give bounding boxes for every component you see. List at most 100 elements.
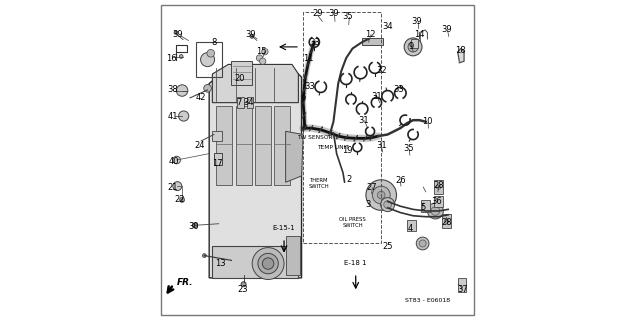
Text: 40: 40 [169, 157, 179, 166]
Bar [421, 200, 430, 212]
Bar [303, 12, 381, 243]
Text: TEMP UNIT: TEMP UNIT [317, 145, 349, 150]
Circle shape [444, 219, 449, 223]
Text: 31: 31 [358, 116, 369, 125]
Text: 25: 25 [382, 242, 393, 251]
Circle shape [201, 52, 215, 67]
Text: 6: 6 [300, 93, 306, 102]
Bar [236, 106, 251, 186]
Text: 31: 31 [376, 141, 387, 150]
Circle shape [174, 31, 177, 34]
Text: 19: 19 [342, 146, 353, 155]
Text: 34: 34 [244, 98, 254, 107]
Text: 33: 33 [304, 82, 315, 91]
Text: 39: 39 [441, 25, 452, 34]
Text: 42: 42 [196, 93, 206, 102]
Bar [247, 97, 253, 108]
Circle shape [380, 197, 394, 212]
Circle shape [404, 38, 422, 56]
Text: 17: 17 [212, 159, 222, 168]
Text: 2: 2 [347, 175, 352, 184]
Text: 33: 33 [309, 38, 319, 47]
Circle shape [204, 84, 211, 92]
Circle shape [178, 111, 189, 121]
Circle shape [366, 180, 396, 210]
Text: TW SENSOR: TW SENSOR [297, 135, 333, 140]
Text: 31: 31 [371, 92, 382, 101]
Polygon shape [286, 131, 303, 182]
Circle shape [436, 185, 441, 189]
Circle shape [408, 42, 418, 52]
Text: 41: 41 [167, 113, 178, 122]
Text: 39: 39 [328, 9, 338, 18]
Text: 15: 15 [257, 47, 267, 56]
Bar [212, 131, 222, 141]
Text: 13: 13 [215, 259, 225, 268]
Text: 33: 33 [393, 85, 404, 94]
Circle shape [419, 240, 426, 247]
Circle shape [177, 85, 188, 96]
Text: 35: 35 [403, 144, 413, 153]
Text: 30: 30 [188, 222, 199, 231]
Text: 9: 9 [409, 42, 414, 52]
Text: 11: 11 [303, 53, 313, 62]
Text: 8: 8 [211, 38, 217, 47]
Text: ST83 - E06018: ST83 - E06018 [405, 298, 450, 303]
Bar [434, 180, 443, 194]
Bar [274, 106, 290, 186]
Bar [232, 61, 252, 85]
Text: 28: 28 [441, 218, 452, 227]
Text: 28: 28 [433, 181, 444, 190]
Text: 22: 22 [175, 195, 185, 204]
Bar [216, 106, 232, 186]
Text: 20: 20 [234, 74, 244, 83]
Circle shape [173, 156, 180, 164]
Circle shape [427, 203, 443, 219]
Circle shape [173, 182, 182, 191]
Text: 39: 39 [245, 30, 256, 39]
Text: 4: 4 [407, 224, 413, 233]
Bar [212, 246, 298, 278]
Bar [237, 97, 244, 108]
Text: 23: 23 [237, 284, 248, 293]
Text: 32: 32 [376, 66, 387, 75]
Text: E-18 1: E-18 1 [344, 260, 367, 266]
Text: 14: 14 [414, 30, 425, 39]
Bar [255, 106, 271, 186]
Circle shape [372, 186, 390, 204]
Text: 36: 36 [432, 197, 443, 206]
Text: 37: 37 [457, 284, 468, 293]
Bar [411, 39, 418, 49]
Bar [214, 153, 222, 165]
Text: 38: 38 [167, 85, 178, 94]
Text: 35: 35 [342, 12, 353, 21]
Circle shape [431, 207, 440, 215]
Circle shape [192, 223, 197, 228]
Text: 26: 26 [395, 176, 406, 185]
Text: 7: 7 [237, 98, 242, 107]
Circle shape [207, 50, 215, 57]
Circle shape [257, 55, 263, 61]
Polygon shape [458, 49, 464, 63]
Polygon shape [209, 71, 302, 278]
Circle shape [384, 201, 391, 208]
Text: 29: 29 [312, 9, 323, 18]
Circle shape [250, 35, 254, 38]
Text: 39: 39 [411, 17, 422, 26]
Bar [434, 196, 443, 207]
Polygon shape [212, 64, 298, 103]
Text: 39: 39 [173, 30, 184, 39]
Text: E-15-1: E-15-1 [272, 225, 295, 231]
Text: 12: 12 [365, 30, 375, 39]
Circle shape [252, 248, 284, 279]
Text: 5: 5 [420, 203, 425, 212]
Polygon shape [458, 278, 465, 292]
Bar [442, 214, 451, 228]
Circle shape [417, 237, 429, 250]
Text: 10: 10 [422, 117, 432, 126]
Text: THERM
SWITCH: THERM SWITCH [309, 179, 330, 189]
Circle shape [180, 197, 185, 202]
Circle shape [262, 49, 268, 55]
Circle shape [258, 253, 278, 274]
Text: FR.: FR. [177, 278, 194, 287]
